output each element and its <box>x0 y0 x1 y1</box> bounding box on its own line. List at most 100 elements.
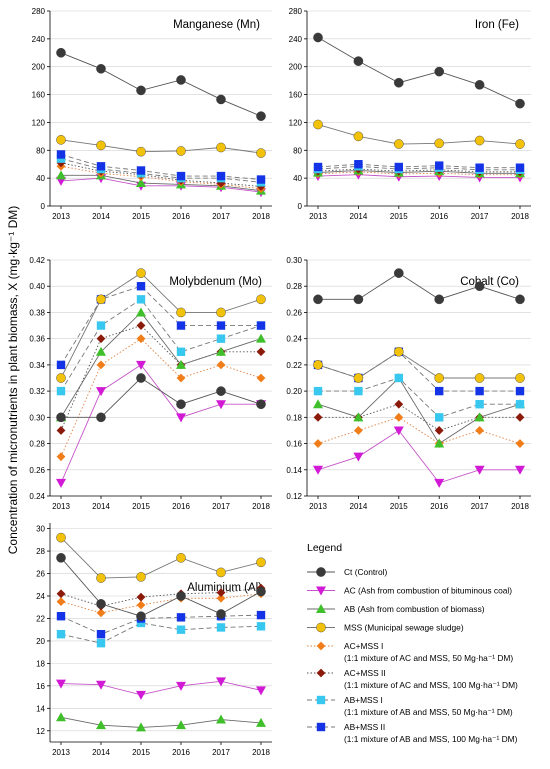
series-line <box>60 364 261 484</box>
y-tick-label: 0.14 <box>286 466 302 475</box>
series-ct <box>313 268 525 305</box>
series-mss <box>56 135 266 158</box>
legend-label: AC+MSS II <box>344 668 386 678</box>
x-tick-label: 2018 <box>511 212 529 221</box>
data-point <box>216 171 226 181</box>
legend-label: (1:1 mixture of AC and MSS, 100 Mg·ha⁻¹ … <box>344 680 518 690</box>
series-line <box>60 338 262 457</box>
data-point <box>515 139 525 149</box>
data-point <box>56 386 66 396</box>
data-point <box>515 439 525 448</box>
data-point <box>176 591 186 601</box>
data-point <box>256 399 266 410</box>
series-line <box>60 285 261 366</box>
data-point <box>353 452 364 462</box>
y-tick-label: 40 <box>36 174 45 183</box>
data-point <box>256 321 266 330</box>
y-tick-label: 14 <box>36 704 45 713</box>
series-acmss1 <box>313 412 525 448</box>
x-tick-label: 2014 <box>350 502 368 511</box>
data-point <box>56 629 66 639</box>
data-point <box>96 720 106 730</box>
data-point <box>96 573 106 583</box>
data-point <box>216 321 226 330</box>
series-line <box>60 52 262 117</box>
series-ac <box>56 677 266 700</box>
y-tick-label: 0.12 <box>286 492 302 501</box>
x-tick-label: 2014 <box>92 212 110 221</box>
x-tick-label: 2017 <box>471 212 489 221</box>
series-line <box>60 165 262 190</box>
legend-marker <box>316 641 326 651</box>
y-tick-label: 20 <box>36 637 45 646</box>
y-tick-label: 0.28 <box>286 282 302 291</box>
data-point <box>216 307 226 318</box>
data-point <box>434 438 445 448</box>
y-tick-label: 28 <box>36 547 45 556</box>
series-line <box>60 593 262 614</box>
data-point <box>313 294 323 305</box>
data-point <box>216 360 226 370</box>
data-point <box>136 334 146 344</box>
series-ab <box>56 712 266 732</box>
y-tick-label: 0.18 <box>286 413 302 422</box>
series-mss <box>56 268 266 383</box>
x-tick-label: 2016 <box>430 212 448 221</box>
data-point <box>56 170 66 180</box>
data-point <box>515 294 525 305</box>
legend-label: (1:1 mixture of AB and MSS, 100 Mg·ha⁻¹ … <box>344 734 518 744</box>
data-point <box>56 712 66 722</box>
series-line <box>317 124 521 145</box>
data-point <box>56 589 66 599</box>
chart-panel-1: 0 40 80 120 160 200 240 280 2013 2014 2015 2016 2017… <box>32 7 272 221</box>
data-point <box>96 638 106 648</box>
y-tick-label: 200 <box>289 63 303 72</box>
data-point <box>136 722 146 732</box>
data-point <box>136 295 146 304</box>
data-point <box>56 373 66 383</box>
data-point <box>56 478 66 488</box>
data-point <box>256 333 266 343</box>
x-tick-label: 2016 <box>172 212 190 221</box>
data-point <box>96 387 106 397</box>
data-point <box>353 412 364 422</box>
data-point <box>256 557 266 568</box>
series-line <box>60 557 262 617</box>
data-point <box>96 321 106 330</box>
data-point <box>216 94 226 105</box>
series-line <box>60 162 262 187</box>
series-line <box>317 37 521 105</box>
legend-marker <box>316 604 326 613</box>
y-tick-label: 0.38 <box>29 308 45 317</box>
y-tick-label: 0.42 <box>29 256 45 265</box>
data-point <box>216 400 226 410</box>
series-line <box>317 174 520 178</box>
x-tick-label: 2018 <box>252 748 270 757</box>
data-point <box>176 681 186 691</box>
series-line <box>60 537 262 579</box>
y-tick-label: 0.32 <box>29 387 45 396</box>
chart-panel-4: 0.12 0.14 0.16 0.18 0.20 0.22 0.24 0.26 0.28 0.30… <box>286 256 531 511</box>
data-point <box>515 465 525 475</box>
y-tick-label: 160 <box>289 91 303 100</box>
data-point <box>354 160 363 169</box>
series-line <box>60 614 262 635</box>
x-tick-label: 2014 <box>92 502 110 511</box>
legend-marker <box>316 668 326 678</box>
series-abmss1 <box>56 154 266 187</box>
legend-label: AB+MSS II <box>344 722 385 732</box>
data-point <box>176 553 186 563</box>
legend-entry-abmss2: AB+MSS II (1:1 mixture of AB and MSS, 100… <box>307 722 518 744</box>
legend-entry-acmss2: AC+MSS II (1:1 mixture of AC and MSS, 100… <box>307 668 518 690</box>
panel-title: Iron (Fe) <box>475 19 519 31</box>
x-tick-label: 2013 <box>52 502 70 511</box>
series-line <box>318 272 521 300</box>
data-point <box>176 75 186 85</box>
data-point <box>176 359 186 369</box>
y-tick-label: 80 <box>293 146 302 155</box>
data-point <box>313 412 323 422</box>
y-tick-label: 0.28 <box>29 440 45 449</box>
series-abmss1 <box>56 295 266 396</box>
data-point <box>216 346 226 356</box>
series-mss <box>56 532 266 583</box>
